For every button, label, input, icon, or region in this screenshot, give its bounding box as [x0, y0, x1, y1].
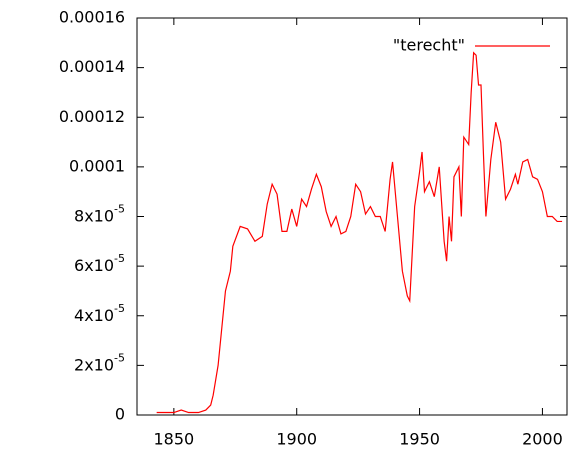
y-tick-label: 0.00012: [59, 107, 125, 126]
x-tick-label: 1900: [276, 430, 317, 449]
y-tick-label: 6x10-5: [74, 252, 125, 275]
y-tick-label: 0.00016: [59, 8, 125, 27]
y-tick-label: 2x10-5: [74, 351, 125, 374]
x-tick-label: 2000: [522, 430, 563, 449]
data-line: [156, 51, 563, 414]
y-tick-label: 0.0001: [69, 156, 125, 175]
x-tick-label: 1950: [399, 430, 440, 449]
y-tick-label: 8x10-5: [74, 203, 125, 226]
y-tick-label: 4x10-5: [74, 302, 125, 325]
legend-label: "terecht": [393, 36, 465, 55]
plot-frame: [136, 17, 568, 416]
y-tick-label: 0: [115, 405, 125, 424]
y-tick-label: 0.00014: [59, 57, 125, 76]
x-tick-label: 1850: [153, 430, 194, 449]
